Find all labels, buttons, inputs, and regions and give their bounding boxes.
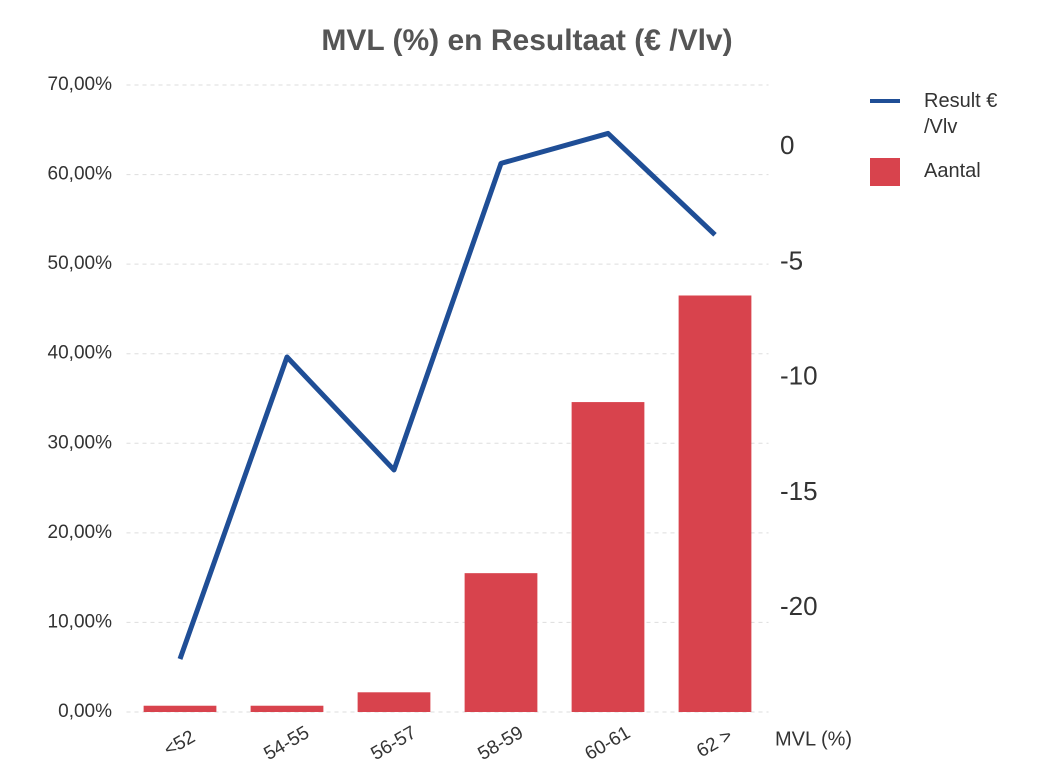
y2-tick-label: 0: [780, 130, 794, 160]
line: [177, 130, 717, 660]
bar: [143, 705, 217, 712]
y2-tick-label: -20: [780, 591, 818, 621]
legend-item: Aantal: [870, 158, 1020, 186]
x-tick-label: 62 >: [693, 725, 736, 762]
bar: [571, 402, 645, 712]
y-tick-label: 10,00%: [48, 611, 113, 632]
y-tick-label: 70,00%: [48, 74, 113, 95]
chart-title: MVL (%) en Resultaat (€ /Vlv): [321, 24, 732, 57]
x-tick-label: <52: [161, 726, 199, 760]
legend-item: Result € /Vlv: [870, 88, 1020, 140]
legend: Result € /Vlv Aantal: [870, 88, 1020, 204]
legend-label: Aantal: [924, 160, 981, 182]
x-axis-label: MVL (%): [775, 728, 852, 750]
y2-tick-label: -10: [780, 361, 818, 391]
bar: [357, 692, 431, 712]
bar: [464, 573, 538, 712]
y-tick-label: 60,00%: [48, 164, 113, 185]
y2-tick-label: -5: [780, 245, 803, 275]
y-tick-label: 40,00%: [48, 343, 113, 364]
y-tick-label: 20,00%: [48, 522, 113, 543]
bar: [678, 295, 752, 712]
y-tick-label: 50,00%: [48, 253, 113, 274]
y-tick-label: 30,00%: [48, 432, 113, 453]
y2-tick-label: -15: [780, 476, 818, 506]
x-tick-label: 58-59: [474, 722, 527, 764]
legend-swatch: [870, 158, 900, 186]
legend-swatch: [870, 99, 900, 103]
y-tick-label: 0,00%: [58, 701, 112, 722]
x-tick-label: 54-55: [260, 722, 313, 764]
x-tick-label: 56-57: [367, 722, 420, 764]
x-tick-label: 60-61: [581, 722, 634, 764]
legend-label: Result € /Vlv: [924, 90, 998, 138]
bar: [250, 705, 324, 712]
